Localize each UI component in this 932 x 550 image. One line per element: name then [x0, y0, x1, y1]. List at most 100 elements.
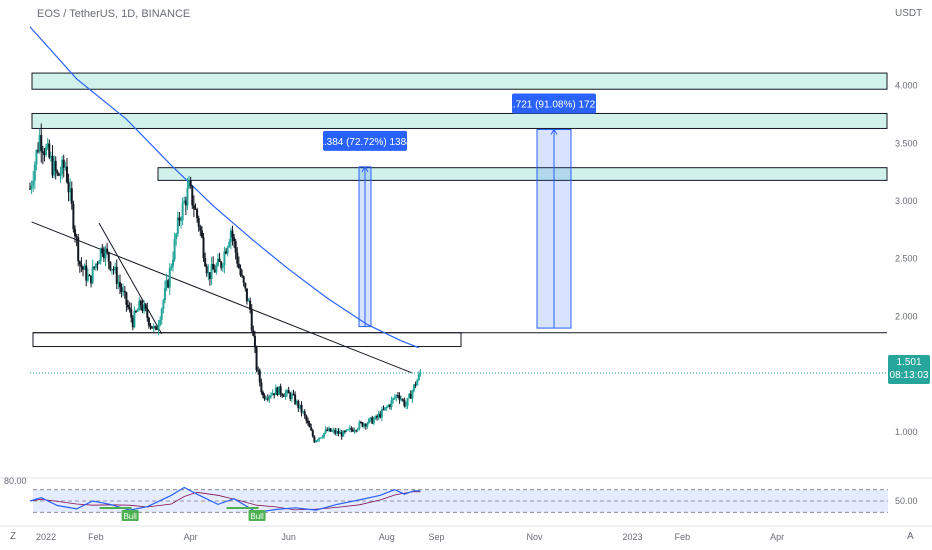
- candle-body: [139, 300, 142, 306]
- candle-body: [146, 308, 149, 318]
- candle-body: [261, 392, 264, 396]
- candle-body: [387, 405, 390, 408]
- auto-scale-button[interactable]: A: [907, 531, 914, 542]
- candle-body: [78, 261, 81, 265]
- candle-body: [96, 263, 99, 265]
- candle-body: [343, 430, 346, 432]
- bull-badge-label-0: Bull: [123, 512, 137, 521]
- moving-average: [29, 26, 420, 349]
- candle-body: [168, 268, 171, 288]
- zoom-reset-button[interactable]: Z: [10, 531, 17, 542]
- candle-body: [258, 370, 261, 383]
- candle-body: [141, 305, 144, 311]
- candle-body: [315, 440, 317, 443]
- candle-body: [318, 437, 321, 440]
- candle-body: [376, 416, 379, 418]
- candle-body: [404, 405, 407, 407]
- candle-body: [131, 317, 134, 328]
- candle-body: [348, 428, 351, 430]
- candle-body: [363, 424, 366, 427]
- candle-body: [221, 265, 224, 268]
- candle-body: [316, 439, 319, 441]
- candle-body: [260, 382, 263, 393]
- candle-body: [263, 395, 266, 400]
- candle-body: [159, 319, 162, 325]
- trendline-0: [31, 221, 413, 374]
- zone-3: [32, 332, 462, 348]
- candle-body: [265, 398, 268, 400]
- candle-body: [80, 264, 83, 268]
- candle-body: [173, 239, 176, 260]
- candle-body: [334, 430, 337, 434]
- candle-body: [281, 394, 284, 396]
- candle-body: [244, 282, 247, 289]
- candle-body: [228, 241, 231, 247]
- candle-body: [54, 160, 57, 171]
- candle-body: [377, 413, 380, 418]
- candle-body: [123, 290, 126, 293]
- candle-body: [120, 287, 123, 293]
- candle-body: [117, 282, 120, 284]
- candle-body: [368, 418, 371, 424]
- candle-body: [40, 135, 43, 152]
- x-tick-label: 2022: [36, 532, 56, 542]
- candle-body: [395, 395, 398, 398]
- y-tick-label: 2.000: [895, 311, 918, 321]
- candle-body: [114, 266, 117, 271]
- x-tick-label: Feb: [88, 532, 104, 542]
- zone-1: [31, 112, 888, 129]
- candle-body: [183, 200, 186, 203]
- candle-body: [302, 411, 305, 413]
- candle-body: [90, 275, 93, 284]
- candle-body: [216, 258, 219, 266]
- candle-body: [310, 427, 313, 431]
- candle-body: [163, 287, 166, 301]
- candle-body: [83, 265, 86, 270]
- candle-body: [167, 280, 170, 288]
- candle-body: [284, 393, 287, 397]
- candle-body: [305, 415, 308, 421]
- candle-body: [359, 422, 362, 424]
- candle-body: [414, 384, 417, 386]
- candle-body: [157, 324, 160, 330]
- bull-badge-label-1: Bull: [250, 512, 264, 521]
- candle-body: [175, 233, 178, 240]
- candle-body: [112, 269, 115, 271]
- candle-body: [154, 326, 157, 328]
- x-tick-label: 2023: [623, 532, 643, 542]
- candle-body: [382, 409, 385, 411]
- x-tick-label: Jun: [281, 532, 296, 542]
- zone-0: [31, 72, 888, 90]
- rsi-signal-line: [29, 491, 421, 511]
- candle-body: [73, 229, 76, 237]
- candle-body: [202, 237, 205, 258]
- candle-body: [401, 399, 404, 401]
- candle-body: [392, 398, 395, 400]
- candle-body: [152, 326, 155, 329]
- candle-body: [245, 288, 248, 302]
- price-unit: USDT: [895, 8, 923, 19]
- candle-body: [170, 266, 173, 269]
- candle-body: [319, 437, 322, 439]
- candle-body: [279, 386, 282, 395]
- candle-body: [366, 423, 369, 427]
- chart-title: EOS / TetherUS, 1D, BINANCE: [37, 8, 191, 20]
- horizontal-zones: [31, 72, 888, 348]
- candle-body: [411, 390, 414, 399]
- candle-body: [298, 404, 301, 409]
- y-tick-label: 1.000: [895, 427, 918, 437]
- candle-body: [241, 275, 244, 277]
- candle-body: [94, 263, 97, 268]
- x-tick-label: Feb: [675, 532, 691, 542]
- candle-body: [289, 393, 292, 399]
- candle-body: [417, 373, 420, 381]
- bull-badge-0: [121, 510, 139, 521]
- candle-body: [331, 430, 334, 432]
- x-tick-label: Apr: [184, 532, 198, 542]
- candle-body: [220, 261, 223, 268]
- candle-body: [372, 419, 375, 424]
- candle-body: [300, 404, 303, 413]
- candle-body: [408, 393, 411, 398]
- candle-body: [138, 300, 141, 311]
